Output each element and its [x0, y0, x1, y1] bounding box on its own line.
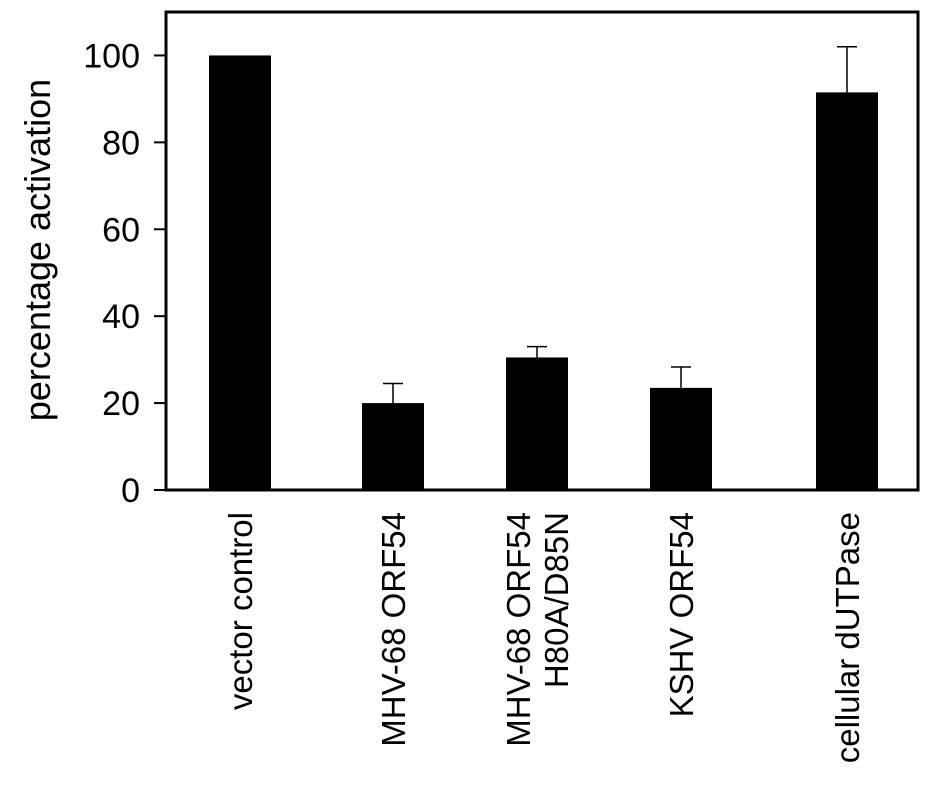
- y-axis-ticks: 0 20 40 60 80 100: [83, 37, 166, 510]
- bar: [816, 92, 878, 491]
- bar: [650, 387, 712, 490]
- y-tick-label: 40: [102, 298, 140, 336]
- y-tick-label: 80: [102, 124, 140, 162]
- category-label: MHV-68 ORF54: [375, 512, 412, 747]
- category-label: vector control: [222, 512, 259, 710]
- bar: [209, 55, 271, 491]
- bar: [362, 403, 424, 490]
- bar: [506, 357, 568, 490]
- y-tick-label: 60: [102, 211, 140, 249]
- error-bars: [383, 46, 857, 404]
- y-tick-label: 20: [102, 385, 140, 423]
- category-label: cellular dUTPase: [829, 512, 866, 763]
- y-tick-label: 100: [83, 37, 140, 75]
- category-label: KSHV ORF54: [663, 512, 700, 717]
- category-label: H80A/D85N: [538, 512, 575, 688]
- category-labels: vector control MHV-68 ORF54 MHV-68 ORF54 H8…: [222, 512, 866, 763]
- y-axis-title: percentage activation: [17, 79, 58, 421]
- category-label: MHV-68 ORF54: [500, 512, 537, 747]
- bars: [209, 55, 878, 491]
- y-tick-label: 0: [121, 472, 140, 510]
